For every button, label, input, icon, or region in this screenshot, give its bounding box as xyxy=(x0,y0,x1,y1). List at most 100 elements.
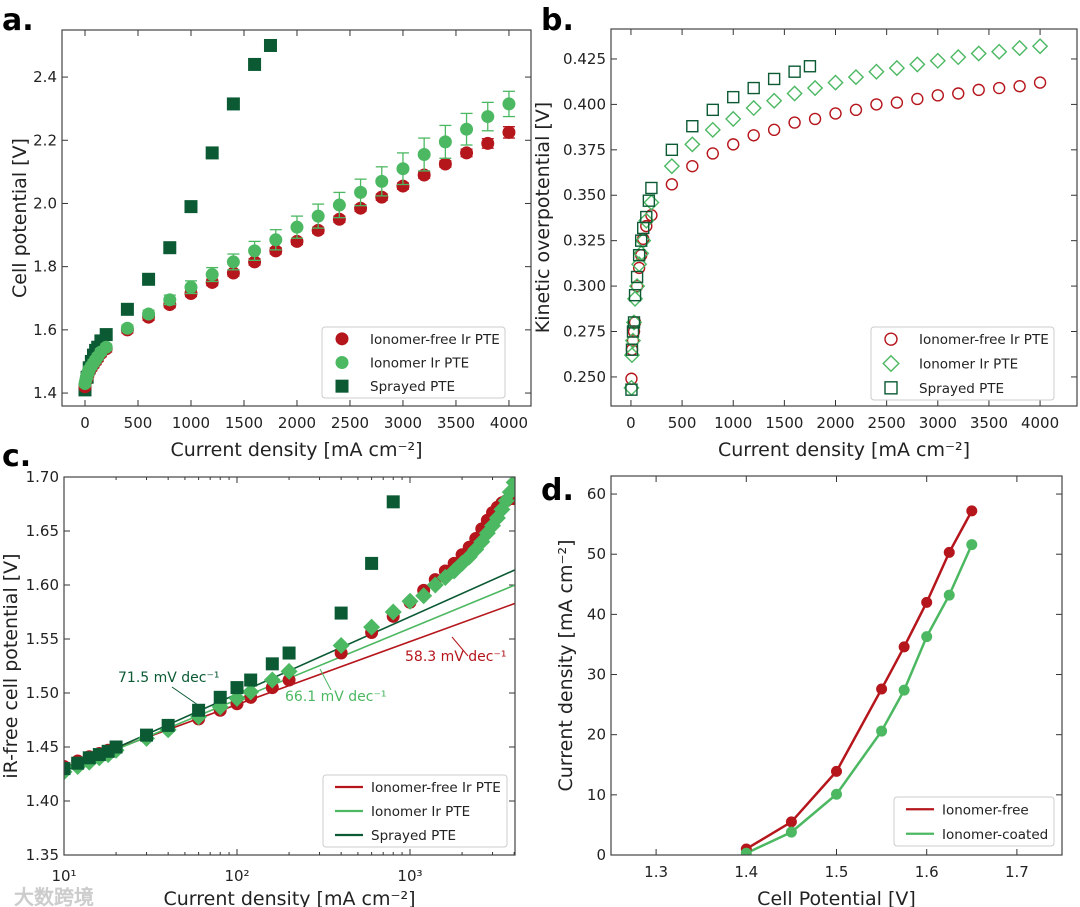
plot-area xyxy=(64,477,515,781)
x-tick-label: 2500 xyxy=(868,414,906,432)
y-tick-label: 2.0 xyxy=(33,194,57,212)
y-axis-label: Kinetic overpotential [V] xyxy=(532,102,554,333)
data-point xyxy=(870,98,883,111)
data-point xyxy=(704,121,721,138)
x-axis-label: Current density [mA cm⁻²] xyxy=(163,888,415,907)
x-axis-label: Cell Potential [V] xyxy=(757,888,916,907)
data-point xyxy=(747,81,760,95)
x-tick-label: 1.3 xyxy=(644,863,668,881)
y-tick-label: 0 xyxy=(596,846,606,864)
y-tick-label: 10 xyxy=(587,786,606,804)
x-tick-label: 3500 xyxy=(970,414,1008,432)
y-axis-label: iR-free cell potential [V] xyxy=(0,553,22,778)
data-point xyxy=(401,592,419,610)
legend-marker xyxy=(882,354,900,373)
data-point xyxy=(354,185,368,199)
panel-a: a. 0 500 1000 1500 2000 2500 3000 3500 4000 1.4 1.6… xyxy=(2,3,532,461)
data-point xyxy=(684,136,701,153)
data-point xyxy=(943,546,955,558)
legend-label: Ionomer Ir PTE xyxy=(371,804,470,820)
y-tick-label: 0.300 xyxy=(563,277,606,295)
data-point xyxy=(970,45,987,62)
y-tick-label: 0.400 xyxy=(563,95,606,113)
plot-frame xyxy=(610,28,1078,407)
data-point xyxy=(161,718,175,732)
y-tick-label: 0.250 xyxy=(563,368,606,386)
data-point xyxy=(632,248,646,262)
slope-label-ionomer-free: 58.3 mV dec⁻¹ xyxy=(405,649,507,665)
legend-box xyxy=(870,326,1055,401)
y-tick-label: 1.60 xyxy=(26,576,59,594)
x-tick-label: 500 xyxy=(668,414,697,432)
data-point xyxy=(642,194,656,207)
y-tick-label: 2.2 xyxy=(33,131,57,149)
y-tick-label: 0.325 xyxy=(563,232,606,250)
data-point xyxy=(868,63,885,80)
data-point xyxy=(943,589,955,601)
data-point xyxy=(640,210,653,224)
data-point xyxy=(909,56,926,73)
data-point xyxy=(386,495,400,509)
data-point xyxy=(847,69,865,86)
legend-marker xyxy=(884,381,898,395)
data-point xyxy=(163,241,177,255)
y-tick-label: 0.275 xyxy=(563,323,606,341)
data-point xyxy=(481,110,495,124)
data-point xyxy=(332,198,346,212)
data-point xyxy=(788,116,801,129)
data-point xyxy=(876,725,888,737)
data-point xyxy=(950,49,967,66)
data-point xyxy=(213,690,227,704)
data-point xyxy=(384,603,402,621)
y-tick-label: 1.50 xyxy=(26,684,59,702)
x-tick-label: 2000 xyxy=(278,414,316,432)
data-point xyxy=(931,89,944,102)
data-point xyxy=(686,159,699,173)
y-tick-label: 1.45 xyxy=(26,738,59,756)
data-point xyxy=(109,740,123,754)
data-point xyxy=(632,261,646,275)
x-tick-label: 1.6 xyxy=(915,863,939,881)
x-tick-label: 3500 xyxy=(437,414,475,432)
x-tick-label: 1.5 xyxy=(825,863,849,881)
x-tick-label: 0 xyxy=(626,414,636,432)
data-point xyxy=(727,90,740,104)
annotation-leader xyxy=(171,686,199,706)
data-point xyxy=(706,147,719,160)
data-point xyxy=(645,181,658,195)
data-point xyxy=(831,765,842,777)
data-point xyxy=(263,671,281,689)
data-point xyxy=(911,92,924,106)
series-line xyxy=(745,544,973,855)
data-point xyxy=(99,340,113,354)
x-tick-label: 4000 xyxy=(490,414,528,432)
y-tick-label: 0.425 xyxy=(563,50,606,68)
data-point xyxy=(626,325,640,338)
data-point xyxy=(626,334,640,347)
x-tick-label: 500 xyxy=(124,414,153,432)
legend-label: Sprayed PTE xyxy=(370,379,455,395)
legend-label: Sprayed PTE xyxy=(371,828,456,844)
data-point xyxy=(226,97,240,111)
x-tick-label: 2500 xyxy=(331,414,369,432)
legend-marker xyxy=(335,356,349,369)
data-point xyxy=(706,103,719,117)
data-point xyxy=(890,96,904,109)
x-tick-label: 3000 xyxy=(919,414,957,432)
data-point xyxy=(438,157,452,171)
y-axis-label: Cell potential [V] xyxy=(9,138,31,298)
watermark: 大数跨境 xyxy=(14,885,94,907)
legend-box xyxy=(322,774,508,848)
data-point xyxy=(725,110,742,128)
data-point xyxy=(265,657,279,671)
data-point xyxy=(363,618,381,636)
legend-label: Ionomer Ir PTE xyxy=(919,357,1018,373)
legend-label: Ionomer-free Ir PTE xyxy=(371,780,501,796)
data-point xyxy=(163,293,177,307)
data-point xyxy=(992,81,1006,95)
data-point xyxy=(142,307,156,321)
legend-marker xyxy=(335,379,349,393)
data-point xyxy=(991,43,1008,60)
x-tick-label: 10³ xyxy=(397,867,422,885)
y-tick-label: 50 xyxy=(587,545,606,563)
